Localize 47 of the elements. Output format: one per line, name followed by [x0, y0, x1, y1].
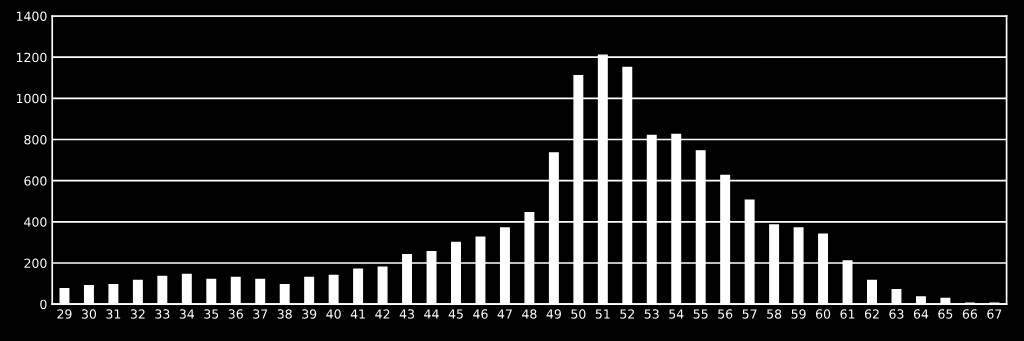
- x-tick-label: 41: [350, 309, 365, 319]
- x-tick-label: 56: [718, 309, 733, 319]
- x-tick-label: 34: [179, 309, 195, 319]
- x-tick-label: 55: [693, 309, 708, 319]
- x-tick-label: 51: [595, 309, 610, 319]
- x-tick-label: 44: [424, 309, 439, 319]
- x-tick-label: 57: [742, 309, 757, 319]
- x-tick-label: 37: [253, 309, 268, 319]
- y-tick-label: 1000: [16, 93, 47, 104]
- x-tick-label: 33: [155, 309, 170, 319]
- x-tick-label: 54: [669, 309, 684, 319]
- x-tick-label: 52: [620, 309, 634, 319]
- x-tick-label: 66: [962, 309, 978, 319]
- x-tick-label: 35: [204, 309, 219, 319]
- x-tick-label: 65: [938, 309, 953, 319]
- x-tick-label: 58: [767, 309, 782, 319]
- x-tick-label: 32: [130, 309, 145, 319]
- x-tick-label: 36: [228, 309, 243, 319]
- x-tick-label: 48: [522, 309, 537, 319]
- x-tick-label: 59: [791, 309, 806, 319]
- y-tick-label: 200: [24, 258, 47, 268]
- x-tick-label: 30: [81, 309, 97, 319]
- x-tick-label: 60: [815, 309, 831, 319]
- x-tick-label: 45: [448, 309, 463, 319]
- x-tick-label: 47: [497, 309, 512, 319]
- x-tick-label: 61: [840, 309, 855, 319]
- y-tick-label: 400: [24, 217, 47, 227]
- x-tick-label: 62: [864, 309, 879, 319]
- x-tick-label: 64: [913, 309, 929, 319]
- x-tick-label: 40: [326, 309, 341, 319]
- x-tick-label: 39: [302, 309, 317, 319]
- x-tick-label: 42: [375, 309, 390, 319]
- x-tick-label: 43: [399, 309, 414, 319]
- y-tick-label: 1400: [16, 11, 47, 21]
- y-tick-label: 0: [40, 299, 47, 310]
- y-tick-label: 1200: [16, 52, 47, 63]
- x-tick-label: 31: [106, 309, 121, 319]
- x-tick-label: 29: [57, 309, 72, 319]
- x-tick-label: 38: [277, 309, 292, 319]
- x-tick-label: 53: [644, 309, 659, 319]
- x-tick-label: 67: [987, 309, 1002, 319]
- x-tick-label: 49: [546, 309, 561, 319]
- y-tick-label: 800: [24, 134, 47, 145]
- x-tick-label: 63: [889, 309, 904, 319]
- x-tick-label: 50: [571, 309, 586, 319]
- x-tick-label: 46: [473, 309, 488, 319]
- y-tick-label: 600: [24, 176, 47, 186]
